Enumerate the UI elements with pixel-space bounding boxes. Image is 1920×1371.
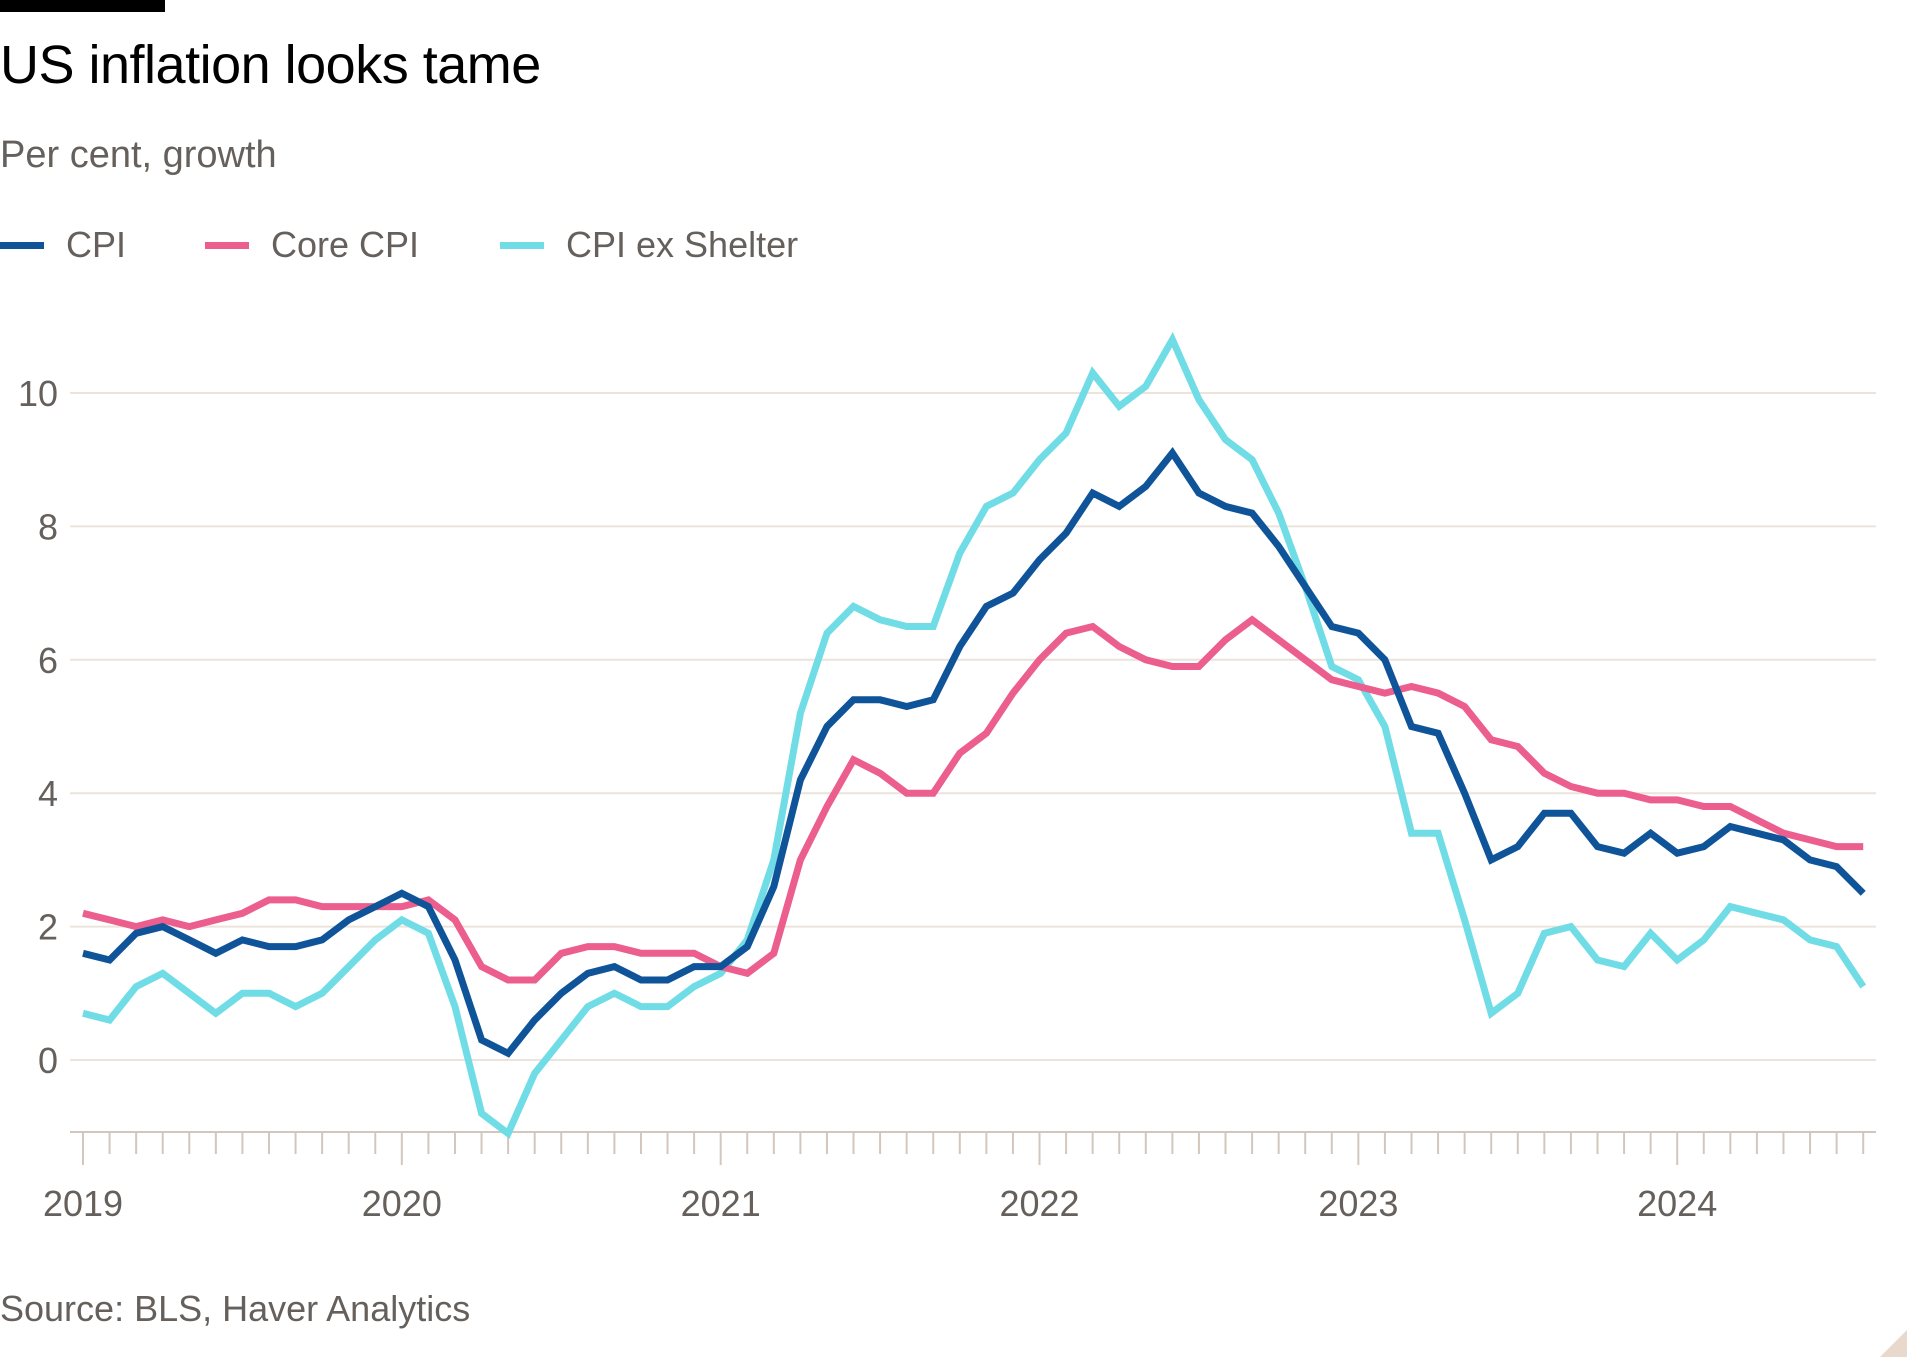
y-tick-label: 2	[38, 907, 58, 948]
legend-item-cpi: CPI	[0, 220, 126, 270]
y-tick-label: 4	[38, 773, 58, 814]
x-tick-label: 2021	[681, 1183, 761, 1224]
brand-bar	[0, 0, 165, 12]
series-line-cpi-ex-shelter	[82, 331, 1867, 1139]
legend-label-core-cpi: Core CPI	[271, 224, 420, 265]
x-tick-label: 2022	[999, 1183, 1079, 1224]
source-note: Source: BLS, Haver Analytics	[0, 1288, 471, 1329]
legend-item-core-cpi: Core CPI	[205, 220, 419, 270]
line-chart: 0 2 4 6 8 10 2019 2020 2021 2022 2023 2024	[18, 331, 1876, 1224]
y-tick-label: 10	[18, 373, 58, 414]
legend-label-cpi: CPI	[66, 224, 127, 265]
legend-swatch-core-cpi	[205, 241, 249, 249]
y-tick-label: 0	[38, 1040, 58, 1081]
series-line-cpi	[82, 447, 1866, 1058]
x-tick-label: 2019	[43, 1183, 123, 1224]
legend-swatch-cpi	[0, 241, 44, 249]
y-tick-label: 6	[38, 640, 58, 681]
legend-item-cpi-ex-shelter: CPI ex Shelter	[500, 220, 798, 270]
legend-swatch-cpi-ex-shelter	[500, 241, 544, 249]
corner-decoration	[1880, 1330, 1907, 1357]
legend-label-cpi-ex-shelter: CPI ex Shelter	[566, 224, 799, 265]
y-tick-label: 8	[38, 506, 58, 547]
x-tick-label: 2023	[1318, 1183, 1398, 1224]
chart-subtitle: Per cent, growth	[0, 134, 277, 176]
x-tick-label: 2020	[362, 1183, 442, 1224]
x-tick-label: 2024	[1637, 1183, 1717, 1224]
chart-title: US inflation looks tame	[0, 35, 541, 95]
